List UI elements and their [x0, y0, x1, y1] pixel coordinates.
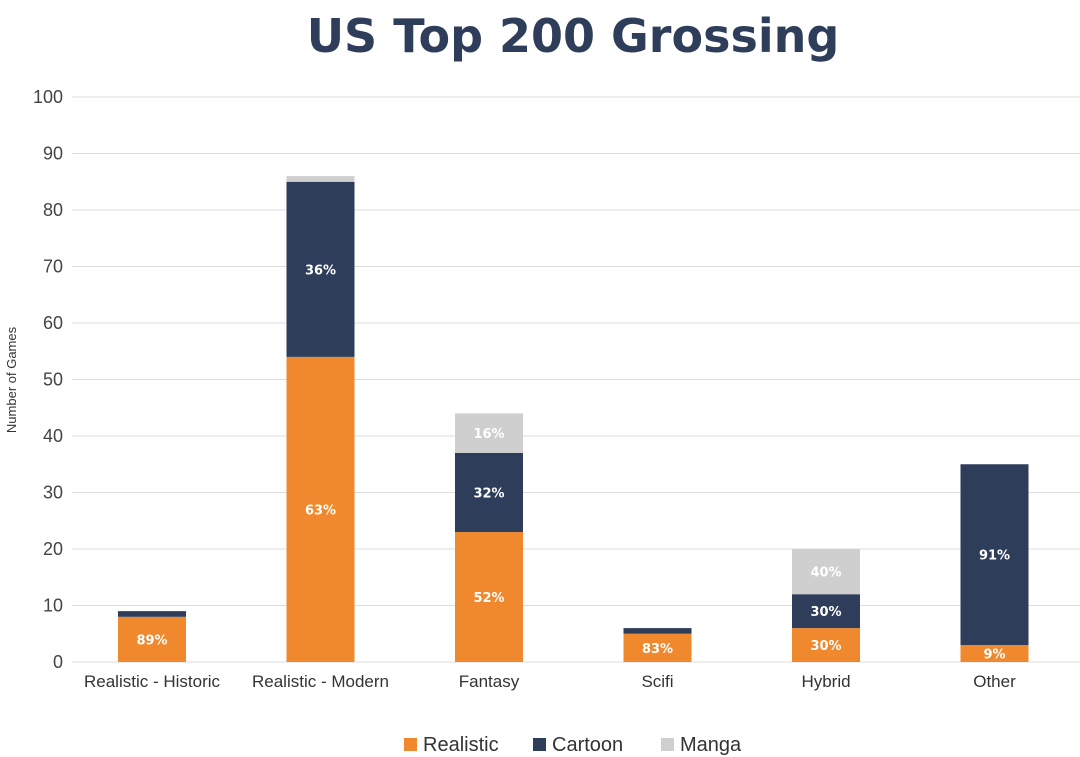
bar-segment-realistic [286, 356, 355, 662]
x-category-label: Other [973, 672, 1016, 691]
legend-label-cartoon: Cartoon [552, 734, 623, 756]
bar-segment-realistic [792, 628, 860, 662]
y-tick-label: 70 [43, 257, 63, 277]
legend-swatch-cartoon [533, 738, 546, 751]
bar-segment-cartoon [792, 594, 860, 629]
x-category-label: Scifi [641, 672, 673, 691]
segment-label: 30% [810, 639, 841, 654]
bars [118, 176, 1029, 662]
segment-label: 40% [810, 566, 841, 581]
y-tick-label: 80 [43, 200, 63, 220]
legend: Realistic Cartoon Manga [404, 734, 742, 756]
x-axis-categories: Realistic - Historic Realistic - Modern Fa… [84, 672, 1016, 691]
bar-segment-manga [792, 549, 860, 595]
bar-segment-realistic [960, 645, 1029, 662]
y-tick-label: 60 [43, 313, 63, 333]
y-tick-label: 40 [43, 426, 63, 446]
legend-swatch-realistic [404, 738, 417, 751]
y-tick-label: 10 [43, 596, 63, 616]
x-category-label: Hybrid [801, 672, 850, 691]
segment-label: 91% [979, 549, 1010, 564]
bar-segment-manga [286, 176, 355, 182]
y-tick-label: 0 [53, 652, 63, 672]
bar-segment-realistic [455, 532, 523, 662]
x-category-label: Realistic - Historic [84, 672, 221, 691]
y-tick-label: 20 [43, 539, 63, 559]
segment-label: 32% [473, 487, 504, 502]
legend-label-realistic: Realistic [423, 734, 499, 756]
bar-segment-cartoon [286, 181, 355, 357]
segment-label: 89% [136, 633, 167, 648]
segment-labels: 89% 63% 36% 52% 32% 16% 83% 30% 30% 40% 9% 91% [136, 263, 1010, 662]
segment-label: 63% [305, 503, 336, 518]
bar-segment-cartoon [118, 611, 186, 617]
segment-label: 9% [983, 648, 1005, 663]
bar-segment-manga [455, 413, 523, 453]
bar-segment-cartoon [960, 464, 1029, 646]
chart-title: US Top 200 Grossing [307, 9, 840, 63]
bar-segment-realistic [118, 616, 186, 662]
segment-label: 30% [810, 605, 841, 620]
bar-segment-cartoon [623, 628, 692, 634]
segment-label: 52% [473, 591, 504, 606]
y-axis-ticks: 0 10 20 30 40 50 60 70 80 90 100 [33, 87, 63, 672]
y-axis-label: Number of Games [4, 326, 19, 433]
x-category-label: Realistic - Modern [252, 672, 389, 691]
y-tick-label: 30 [43, 483, 63, 503]
legend-swatch-manga [661, 738, 674, 751]
y-tick-label: 100 [33, 87, 63, 107]
y-tick-label: 50 [43, 370, 63, 390]
segment-label: 16% [473, 427, 504, 442]
legend-label-manga: Manga [680, 734, 742, 756]
x-category-label: Fantasy [459, 672, 520, 691]
gridlines [72, 96, 1080, 663]
bar-segment-realistic [623, 633, 692, 662]
y-tick-label: 90 [43, 144, 63, 164]
bar-segment-cartoon [455, 452, 523, 533]
segment-label: 36% [305, 263, 336, 278]
segment-label: 83% [642, 642, 673, 657]
